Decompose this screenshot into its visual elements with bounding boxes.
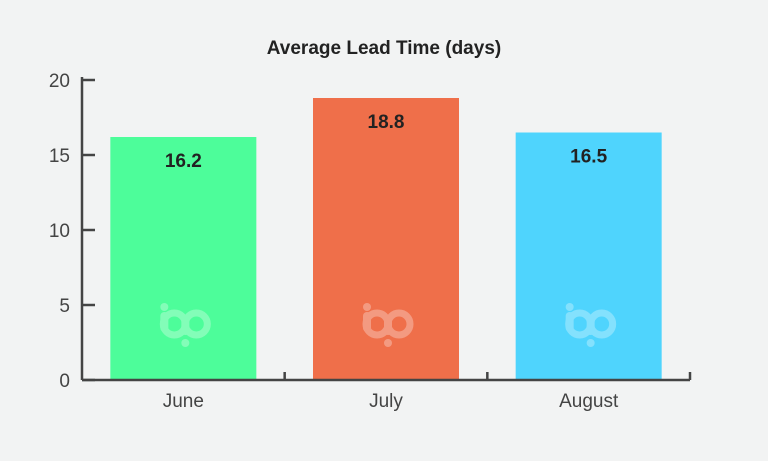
bar-june — [110, 137, 257, 380]
x-tick-label-august: August — [559, 391, 619, 412]
bp-logo-icon — [362, 303, 414, 347]
data-label-july: 18.8 — [368, 112, 405, 133]
y-tick-label-0: 0 — [59, 371, 70, 392]
bp-logo-icon — [159, 303, 211, 347]
bp-logo-icon — [565, 303, 617, 347]
y-tick-label-15: 15 — [49, 146, 70, 167]
data-label-august: 16.5 — [570, 147, 607, 168]
y-tick-label-10: 10 — [49, 221, 70, 242]
chart-title: Average Lead Time (days) — [266, 38, 502, 59]
data-label-june: 16.2 — [165, 151, 202, 172]
y-tick-label-5: 5 — [59, 296, 70, 317]
x-tick-label-june: June — [163, 391, 204, 412]
bar-august — [515, 132, 662, 380]
x-tick-label-july: July — [369, 391, 403, 412]
y-tick-label-20: 20 — [49, 71, 70, 92]
bar-july — [313, 98, 459, 380]
